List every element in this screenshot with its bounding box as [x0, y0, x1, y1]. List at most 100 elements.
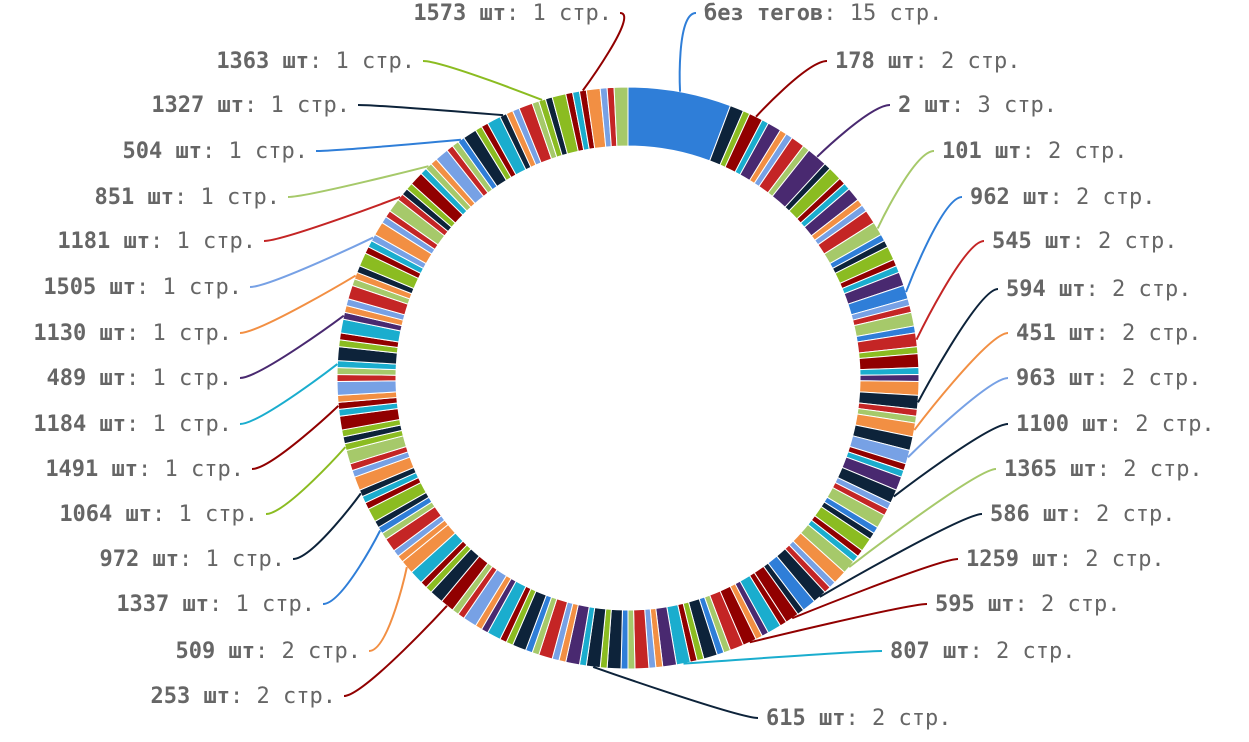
- data-label: 963 шт: 2 стр.: [1016, 366, 1201, 391]
- data-label-name: 586 шт: [990, 502, 1069, 527]
- data-label: 1573 шт: 1 стр.: [413, 1, 612, 26]
- data-label: 972 шт: 1 стр.: [100, 547, 285, 572]
- connector-line: [913, 332, 1009, 431]
- data-label: 1365 шт: 2 стр.: [1004, 457, 1203, 482]
- data-label-name: 1573 шт: [413, 1, 506, 26]
- data-label-value: : 3 стр.: [951, 93, 1057, 118]
- data-label-name: 489 шт: [47, 366, 126, 391]
- data-label-value: : 1 стр.: [138, 457, 244, 482]
- connector-line: [239, 363, 338, 425]
- connector-line: [239, 314, 345, 379]
- data-label: 1064 шт: 1 стр.: [59, 502, 258, 527]
- connector-line: [915, 240, 985, 341]
- data-label-name: 594 шт: [1006, 277, 1085, 302]
- data-label: 1259 шт: 2 стр.: [966, 547, 1165, 572]
- data-label: 807 шт: 2 стр.: [890, 639, 1075, 664]
- data-label: 1491 шт: 1 стр.: [45, 457, 244, 482]
- data-label: 178 шт: 2 стр.: [835, 49, 1020, 74]
- data-label-name: 509 шт: [176, 639, 255, 664]
- data-label-value: : 2 стр.: [1095, 321, 1201, 346]
- data-label-value: : 2 стр.: [1085, 277, 1191, 302]
- data-label-value: : 1 стр.: [202, 139, 308, 164]
- data-label: 1505 шт: 1 стр.: [43, 275, 242, 300]
- data-label: 586 шт: 2 стр.: [990, 502, 1175, 527]
- connector-line: [893, 423, 1009, 498]
- data-label: 1337 шт: 1 стр.: [116, 592, 315, 617]
- data-label-value: : 2 стр.: [1049, 185, 1155, 210]
- connector-line: [292, 492, 362, 560]
- data-label-value: : 2 стр.: [969, 639, 1075, 664]
- data-label: 594 шт: 2 стр.: [1006, 277, 1191, 302]
- data-label: 504 шт: 1 стр.: [123, 139, 308, 164]
- data-label-value: : 2 стр.: [1109, 412, 1215, 437]
- data-label-name: 1259 шт: [966, 547, 1059, 572]
- data-label-value: : 15 стр.: [823, 1, 942, 26]
- data-label-value: : 1 стр.: [309, 49, 415, 74]
- connector-line: [368, 566, 408, 652]
- connector-line: [315, 138, 462, 152]
- data-label-name: 595 шт: [935, 592, 1014, 617]
- data-label-name: 1181 шт: [57, 229, 150, 254]
- data-label: без тегов: 15 стр.: [704, 1, 942, 26]
- data-label-name: 807 шт: [890, 639, 969, 664]
- connector-line: [263, 196, 401, 242]
- connector-line: [749, 603, 928, 644]
- connector-line: [249, 236, 374, 288]
- data-label-name: 963 шт: [1016, 366, 1095, 391]
- data-label: 1181 шт: 1 стр.: [57, 229, 256, 254]
- data-label-name: 1100 шт: [1016, 412, 1109, 437]
- connector-line: [357, 104, 504, 117]
- data-label-value: : 2 стр.: [1071, 229, 1177, 254]
- data-label-value: : 2 стр.: [1021, 139, 1127, 164]
- data-labels: без тегов: 15 стр. 178 шт: 2 стр. 2 шт: 3 …: [33, 1, 1214, 731]
- connector-line: [265, 446, 347, 515]
- data-label-value: : 1 стр.: [126, 366, 232, 391]
- data-label-value: : 2 стр.: [230, 684, 336, 709]
- label-connectors: [239, 12, 1009, 719]
- data-label: 545 шт: 2 стр.: [992, 229, 1177, 254]
- connector-line: [343, 605, 448, 697]
- connector-line: [755, 60, 828, 118]
- data-label-value: : 1 стр.: [126, 321, 232, 346]
- data-label-value: : 2 стр.: [1097, 457, 1203, 482]
- connector-line: [592, 665, 759, 719]
- data-label: 851 шт: 1 стр.: [95, 185, 280, 210]
- data-label-value: : 2 стр.: [1014, 592, 1120, 617]
- data-label-name: 451 шт: [1016, 321, 1095, 346]
- data-label-value: : 1 стр.: [209, 592, 315, 617]
- data-label-value: : 2 стр.: [1059, 547, 1165, 572]
- data-label-name: 1363 шт: [216, 49, 309, 74]
- data-label-name: 1491 шт: [45, 457, 138, 482]
- connector-line: [917, 288, 999, 403]
- data-label: 595 шт: 2 стр.: [935, 592, 1120, 617]
- data-label-value: : 1 стр.: [174, 185, 280, 210]
- data-label-value: : 1 стр.: [506, 1, 612, 26]
- data-label-name: 1327 шт: [151, 93, 244, 118]
- connector-line: [816, 104, 891, 158]
- pie-slices: [336, 86, 920, 670]
- data-label: 1327 шт: 1 стр.: [151, 93, 350, 118]
- connector-line: [287, 165, 429, 198]
- data-label-value: : 2 стр.: [914, 49, 1020, 74]
- data-label-name: 615 шт: [766, 706, 845, 731]
- connector-line: [905, 196, 963, 293]
- data-label-name: 1337 шт: [116, 592, 209, 617]
- data-label: 1363 шт: 1 стр.: [216, 49, 415, 74]
- connector-line: [907, 377, 1009, 458]
- data-label-value: : 1 стр.: [152, 502, 258, 527]
- data-label-name: 1184 шт: [33, 412, 126, 437]
- data-label: 2 шт: 3 стр.: [898, 93, 1057, 118]
- data-label-name: без тегов: [704, 1, 823, 26]
- data-label-name: 962 шт: [970, 185, 1049, 210]
- data-label-name: 101 шт: [942, 139, 1021, 164]
- data-label-name: 1505 шт: [43, 275, 136, 300]
- data-label: 1184 шт: 1 стр.: [33, 412, 232, 437]
- data-label: 489 шт: 1 стр.: [47, 366, 232, 391]
- connector-line: [683, 650, 883, 665]
- connector-line: [791, 558, 959, 620]
- data-label-value: : 2 стр.: [255, 639, 361, 664]
- data-label-name: 504 шт: [123, 139, 202, 164]
- pie-slice: [613, 86, 629, 147]
